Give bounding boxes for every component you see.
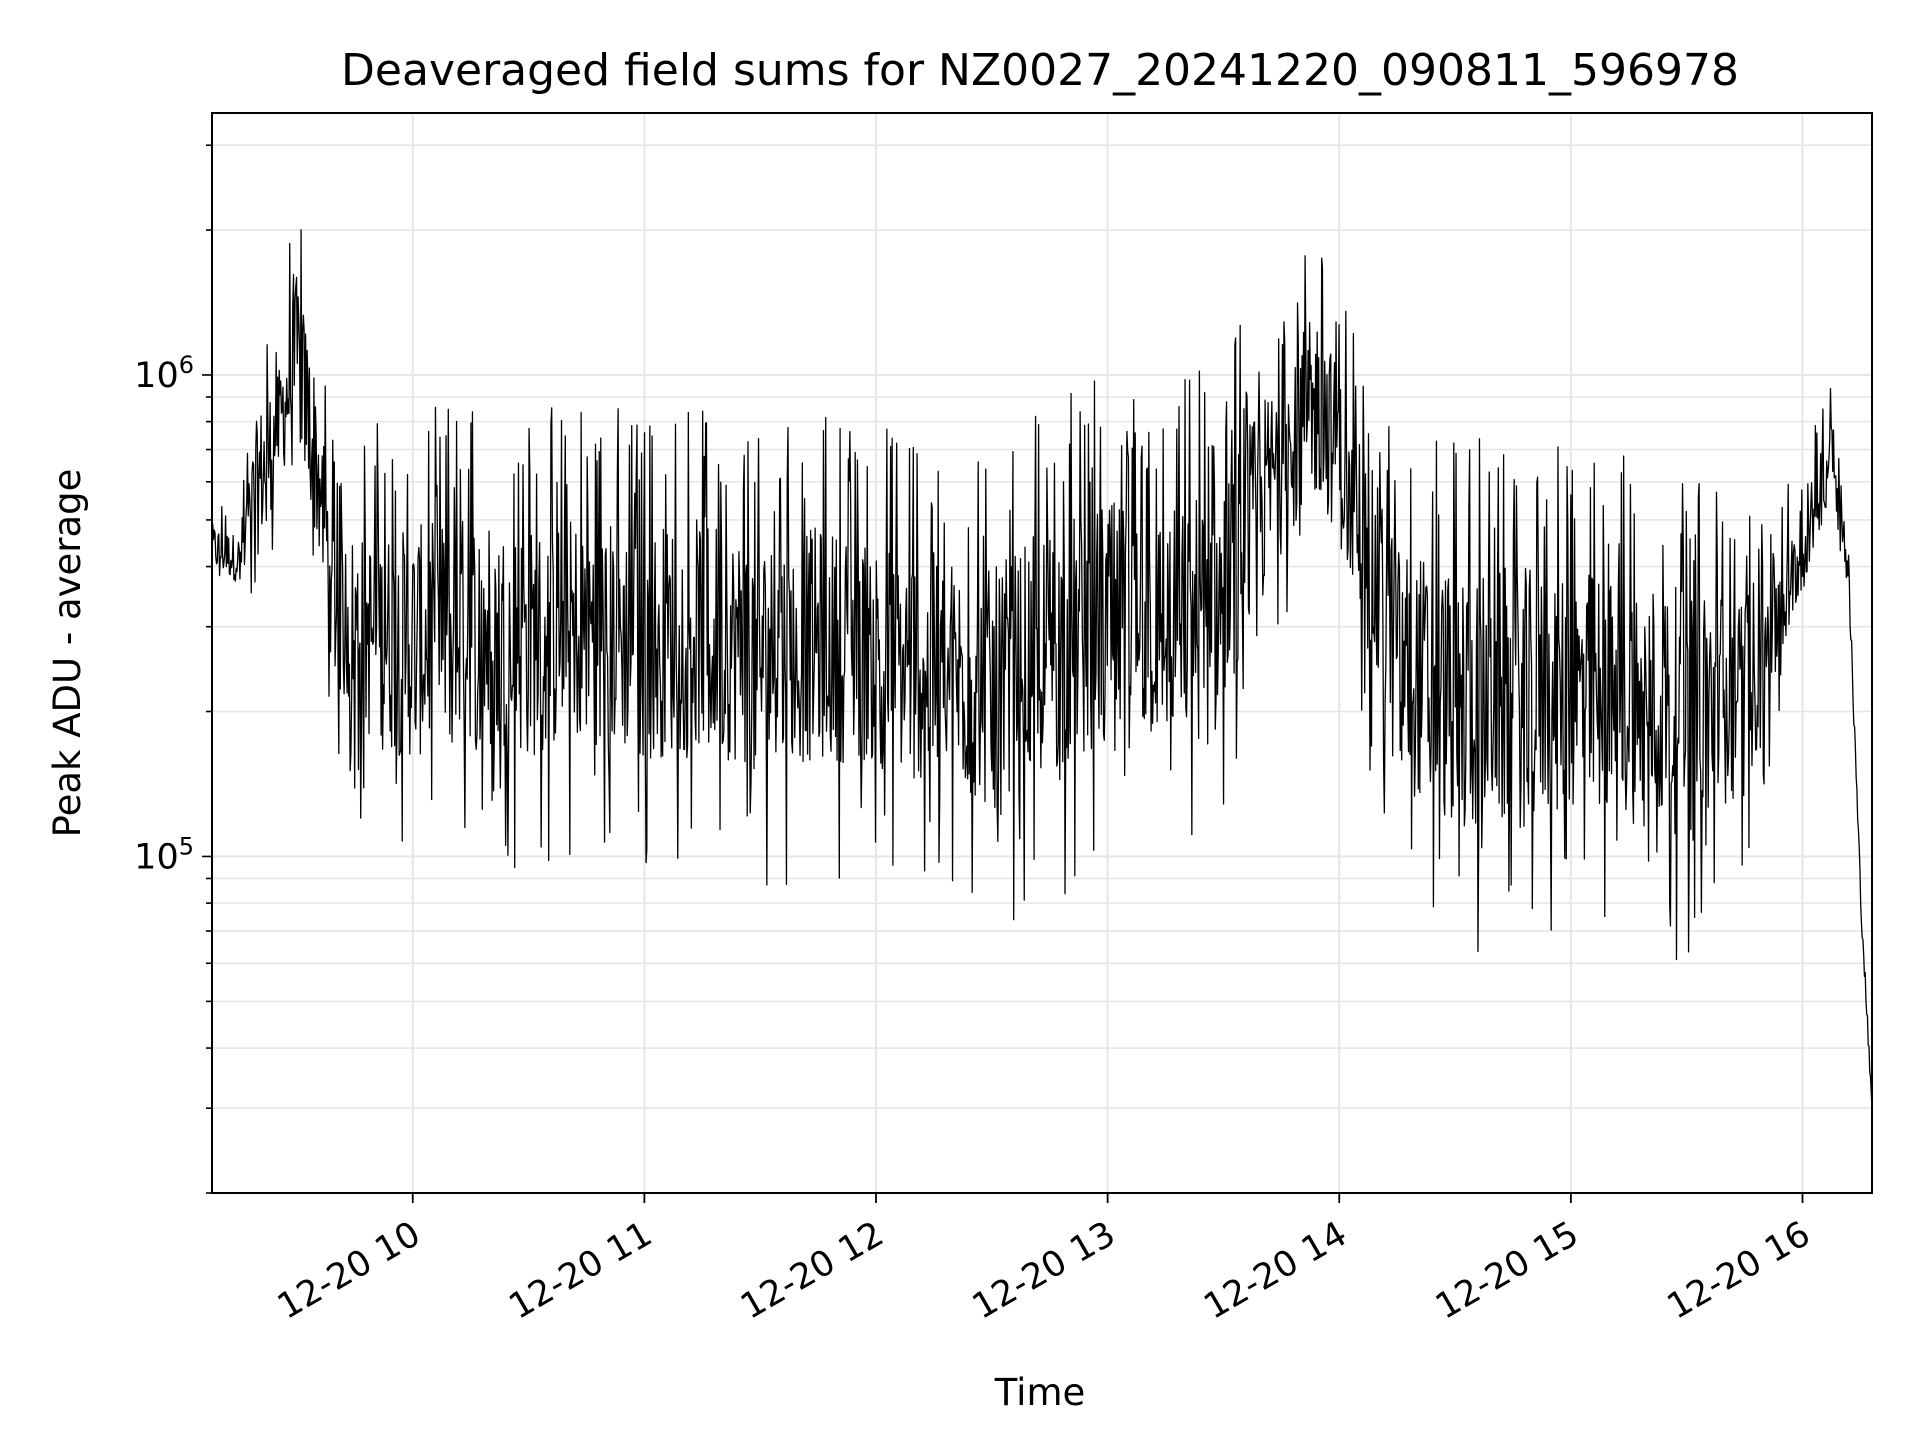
y-tick-base: 10	[134, 356, 179, 396]
data-layer	[211, 229, 1873, 1110]
y-tick-label: 105	[134, 832, 194, 877]
y-tick-label: 106	[134, 351, 194, 396]
y-tick-exponent: 5	[179, 832, 194, 860]
y-tick-base: 10	[134, 837, 179, 877]
chart-title: Deaveraged field sums for NZ0027_2024122…	[341, 45, 1739, 96]
y-axis-label: Peak ADU - average	[46, 469, 89, 838]
x-axis-label: Time	[994, 1371, 1086, 1414]
y-tick-exponent: 6	[179, 351, 194, 379]
series-line	[211, 229, 1873, 1110]
plot-area-frame	[211, 112, 1873, 1194]
